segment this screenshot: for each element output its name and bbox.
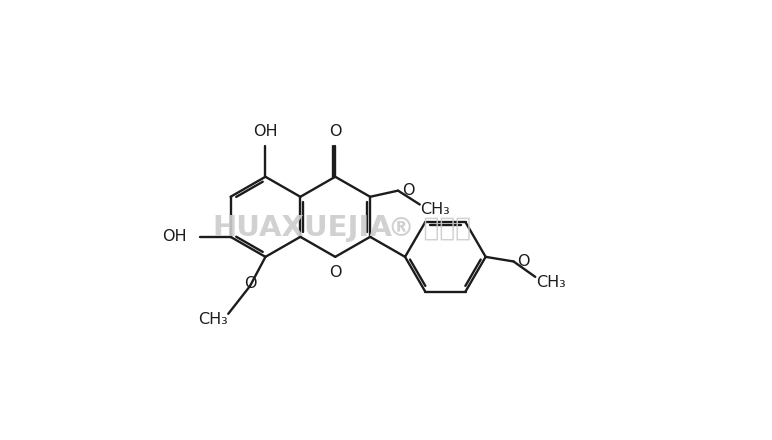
Text: CH₃: CH₃ bbox=[421, 202, 450, 217]
Text: CH₃: CH₃ bbox=[198, 312, 228, 327]
Text: CH₃: CH₃ bbox=[536, 275, 566, 290]
Text: ® 化学加: ® 化学加 bbox=[388, 215, 472, 242]
Text: OH: OH bbox=[163, 229, 187, 244]
Text: HUAXUEJIA: HUAXUEJIA bbox=[212, 214, 392, 242]
Text: O: O bbox=[329, 124, 341, 139]
Text: O: O bbox=[517, 254, 530, 269]
Text: O: O bbox=[329, 264, 341, 279]
Text: O: O bbox=[244, 276, 256, 291]
Text: OH: OH bbox=[253, 124, 278, 139]
Text: O: O bbox=[402, 183, 415, 198]
